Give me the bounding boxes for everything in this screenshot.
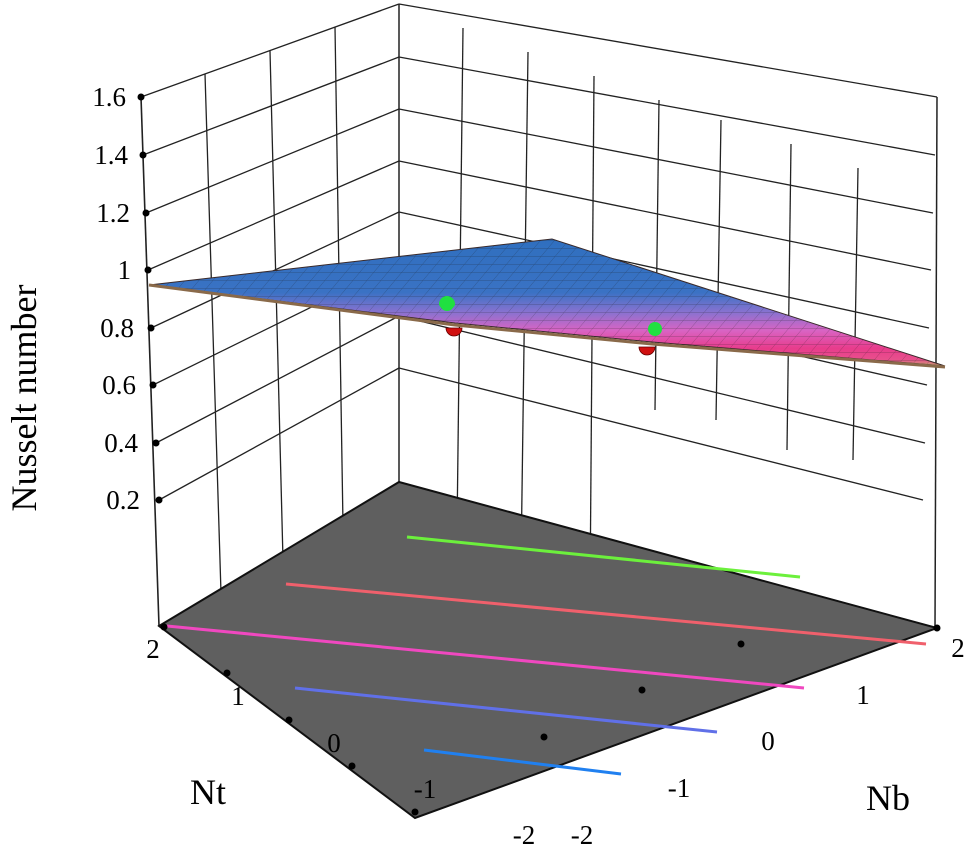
z-tick-label: 0.6 (102, 370, 136, 400)
floor-contours (166, 535, 927, 776)
z-tick-label: 0.8 (100, 313, 134, 343)
contour-blue (294, 686, 718, 734)
axis-tick-dots (137, 93, 941, 816)
point-red-2 (638, 346, 656, 356)
z-tick-label: 0.2 (106, 485, 140, 515)
z-tick-label: 1.4 (94, 140, 128, 170)
contour-lightblue (423, 748, 622, 776)
floor-contour-plane (157, 480, 941, 820)
contour-green (406, 535, 801, 579)
nt-tick-label: -1 (414, 774, 437, 804)
response-surface (148, 238, 946, 369)
contour-red (285, 582, 927, 646)
nb-tick-label: 0 (761, 726, 775, 756)
nb-tick-label: -1 (668, 773, 691, 803)
nt-tick-labels: 2 1 0 -1 -2 (146, 634, 535, 846)
nb-tick-labels: -2 -1 0 1 2 (571, 633, 965, 846)
z-tick-label: 1.6 (92, 82, 126, 112)
z-axis-title: Nusselt number (4, 285, 44, 512)
nb-tick-label: -2 (571, 820, 594, 846)
contour-magenta (166, 624, 805, 690)
nb-tick-label: 2 (951, 633, 965, 663)
z-tick-label: 1 (118, 255, 132, 285)
point-red-1 (445, 327, 463, 337)
nt-tick-label: 2 (146, 634, 160, 664)
point-green-1b (440, 297, 454, 311)
nt-axis-title: Nt (190, 772, 226, 812)
z-tick-labels: 1.6 1.4 1.2 1 0.8 0.6 0.4 0.2 (92, 82, 140, 515)
nt-tick-label: 0 (327, 728, 341, 758)
back-wall-left (140, 3, 400, 627)
z-tick-label: 0.4 (104, 428, 138, 458)
design-points (439, 296, 662, 356)
nt-tick-label: -2 (513, 820, 536, 846)
nb-axis-title: Nb (866, 778, 910, 818)
nt-tick-label: 1 (231, 681, 245, 711)
point-green-2 (648, 322, 662, 336)
z-tick-label: 1.2 (96, 198, 130, 228)
nb-tick-label: 1 (856, 680, 870, 710)
